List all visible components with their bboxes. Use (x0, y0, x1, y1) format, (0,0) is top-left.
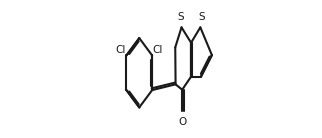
Text: O: O (178, 117, 186, 127)
Text: S: S (198, 12, 205, 22)
Text: S: S (177, 12, 184, 22)
Text: Cl: Cl (116, 45, 126, 55)
Text: Cl: Cl (153, 45, 163, 55)
